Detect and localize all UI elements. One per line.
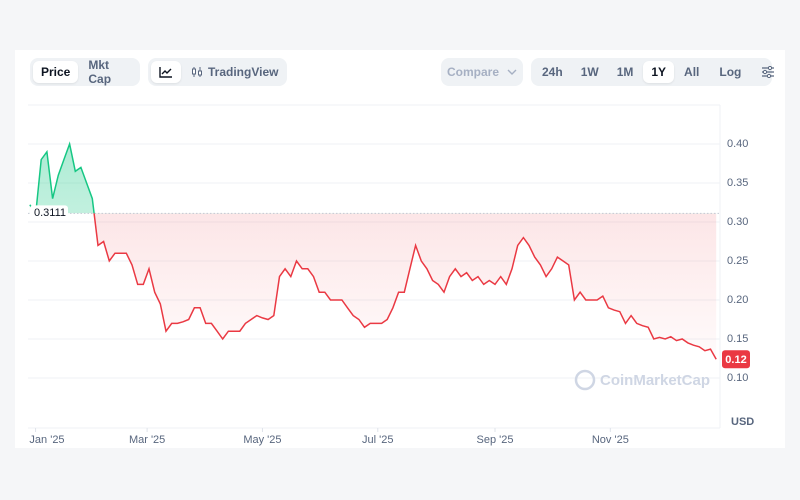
range-tab[interactable]: 24h xyxy=(542,65,563,79)
y-tick-label: 0.40 xyxy=(727,138,748,150)
x-tick-label: Mar '25 xyxy=(129,434,165,446)
x-tick-label: May '25 xyxy=(243,434,281,446)
line-view-button[interactable] xyxy=(151,61,181,83)
metric-tab[interactable]: Price xyxy=(33,61,79,83)
range-tab[interactable]: All xyxy=(684,65,700,79)
x-tick-label: Nov '25 xyxy=(592,434,629,446)
tradingview-button[interactable]: TradingView xyxy=(183,61,286,83)
range-tabs: 24h 1W 1M 1Y All Log xyxy=(531,58,775,86)
settings-button[interactable] xyxy=(753,61,783,83)
range-tab[interactable]: 1M xyxy=(616,65,634,79)
log-toggle[interactable]: Log xyxy=(719,65,742,79)
compare-dropdown[interactable]: Compare xyxy=(441,58,523,86)
area-down xyxy=(34,213,717,360)
view-tabs: TradingView xyxy=(148,58,287,86)
settings-icon xyxy=(762,66,775,78)
price-line-down xyxy=(33,213,717,360)
current-price-label: 0.12 xyxy=(725,354,746,366)
currency-label: USD xyxy=(731,416,754,428)
y-tick-label: 0.30 xyxy=(727,216,748,228)
y-tick-label: 0.35 xyxy=(727,177,748,189)
y-tick-label: 0.25 xyxy=(727,255,748,267)
current-price-badge xyxy=(722,350,750,369)
x-tick-label: Sep '25 xyxy=(477,434,514,446)
x-tick-label: Jan '25 xyxy=(29,434,64,446)
metric-tabs: Price Mkt Cap xyxy=(30,58,140,86)
chevron-icon xyxy=(507,69,517,75)
line-icon xyxy=(159,67,172,78)
y-tick-label: 0.20 xyxy=(727,294,748,306)
range-tab[interactable]: 1W xyxy=(580,65,599,79)
metric-tab[interactable]: Mkt Cap xyxy=(88,58,112,86)
y-tick-label: 0.15 xyxy=(727,333,748,345)
candle-icon xyxy=(192,67,202,77)
tradingview-label: TradingView xyxy=(208,65,279,79)
x-tick-label: Jul '25 xyxy=(362,434,393,446)
baseline-label-bg xyxy=(30,205,68,222)
watermark-logo xyxy=(574,369,596,391)
range-tab[interactable]: 1Y xyxy=(643,61,675,83)
y-tick-label: 0.10 xyxy=(727,372,748,384)
compare-label: Compare xyxy=(446,65,499,79)
baseline-label: 0.3111 xyxy=(34,207,66,219)
watermark: CoinMarketCap xyxy=(600,372,710,389)
